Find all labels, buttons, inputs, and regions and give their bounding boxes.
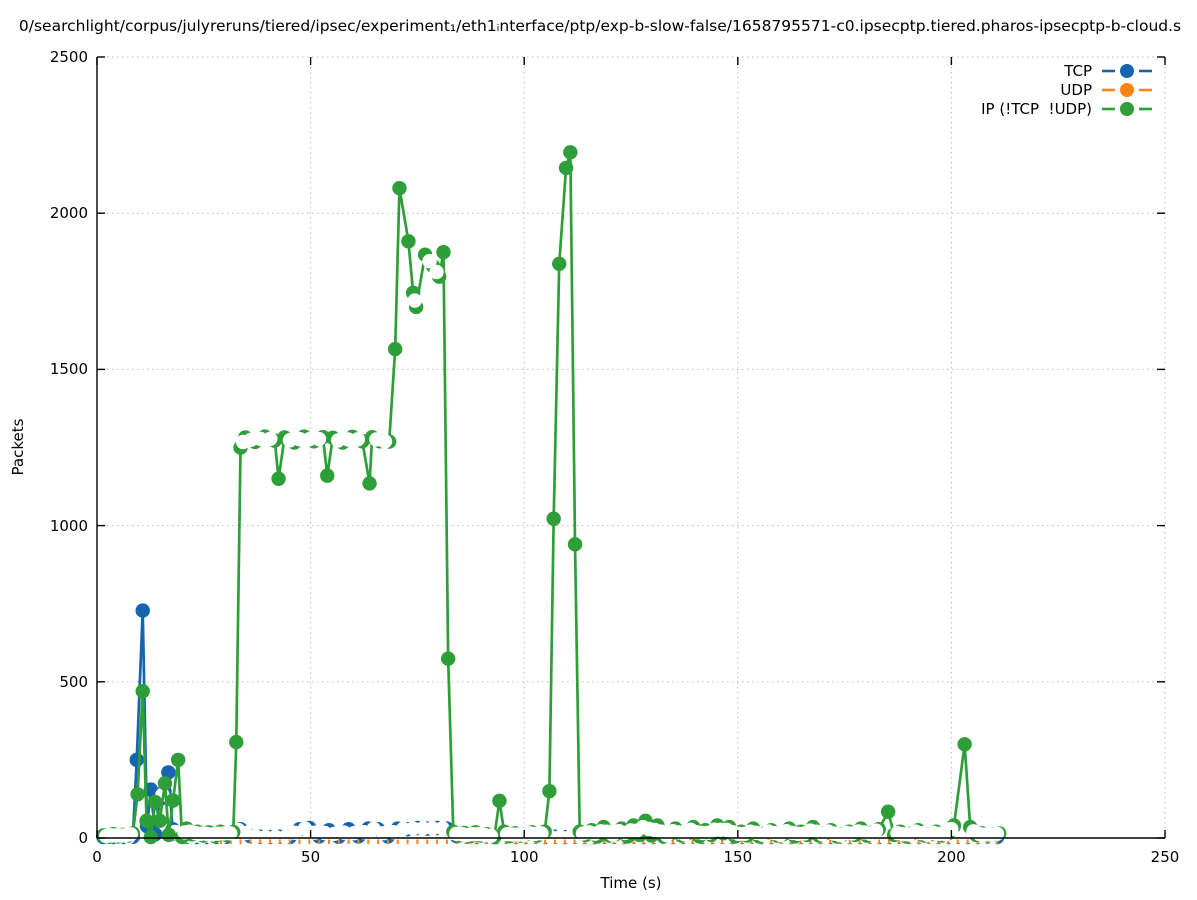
series-ip-tcp-udp- bbox=[96, 145, 1007, 845]
y-tick-label: 2500 bbox=[49, 48, 88, 66]
legend-entry: IP (!TCP !UDP) bbox=[981, 100, 1153, 118]
x-tick-label: 250 bbox=[1150, 848, 1180, 866]
y-tick-label: 2000 bbox=[49, 204, 88, 223]
x-tick-label: 50 bbox=[301, 848, 321, 866]
x-axis-label: Time (s) bbox=[600, 874, 662, 892]
legend-entry: UDP bbox=[981, 81, 1153, 99]
y-tick-label: 0 bbox=[78, 829, 88, 847]
y-tick-label: 500 bbox=[59, 672, 88, 691]
legend-label: TCP bbox=[1064, 62, 1092, 80]
legend-label: UDP bbox=[1060, 81, 1092, 99]
y-tick-label: 1000 bbox=[49, 516, 88, 535]
x-tick-label: 0 bbox=[92, 848, 102, 866]
legend-label: IP (!TCP !UDP) bbox=[981, 100, 1092, 118]
legend-marker-icon bbox=[1102, 64, 1152, 78]
x-tick-label: 200 bbox=[937, 848, 966, 866]
legend-marker-icon bbox=[1102, 102, 1152, 116]
legend: TCP UDP IP (!TCP !UDP) bbox=[981, 62, 1153, 118]
axes bbox=[96, 56, 1166, 839]
x-tick-label: 100 bbox=[509, 848, 539, 866]
legend-marker-icon bbox=[1102, 83, 1152, 97]
y-tick-label: 1500 bbox=[49, 360, 88, 379]
chart-title: 0/searchlight/corpus/julyreruns/tiered/i… bbox=[18, 17, 1182, 35]
x-tick-label: 150 bbox=[723, 848, 753, 866]
legend-entry: TCP bbox=[981, 62, 1153, 80]
